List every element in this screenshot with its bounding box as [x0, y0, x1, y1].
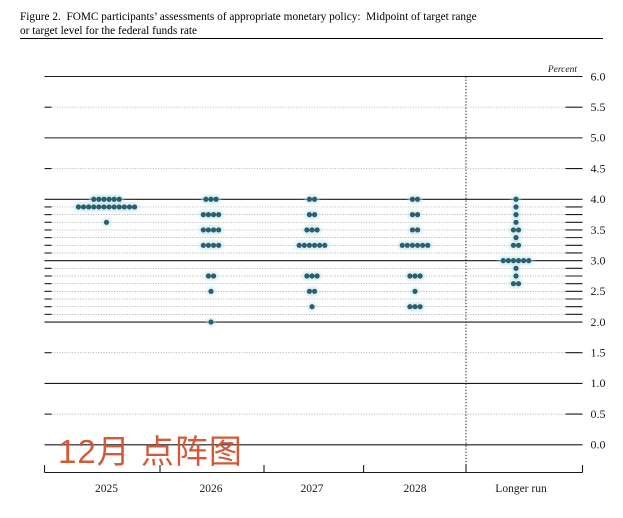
svg-text:1.0: 1.0 [591, 376, 606, 390]
svg-text:3.5: 3.5 [591, 223, 606, 237]
svg-text:2.0: 2.0 [591, 315, 606, 329]
svg-text:Percent: Percent [547, 65, 578, 75]
svg-text:4.0: 4.0 [591, 192, 606, 206]
svg-text:2.5: 2.5 [591, 284, 606, 298]
svg-text:1.5: 1.5 [591, 346, 606, 360]
svg-text:6.0: 6.0 [591, 69, 606, 83]
svg-text:0.0: 0.0 [591, 438, 606, 452]
svg-text:5.0: 5.0 [591, 131, 606, 145]
svg-text:4.5: 4.5 [591, 161, 606, 175]
svg-text:5.5: 5.5 [591, 100, 606, 114]
svg-text:0.5: 0.5 [591, 407, 606, 421]
svg-text:3.0: 3.0 [591, 253, 606, 267]
